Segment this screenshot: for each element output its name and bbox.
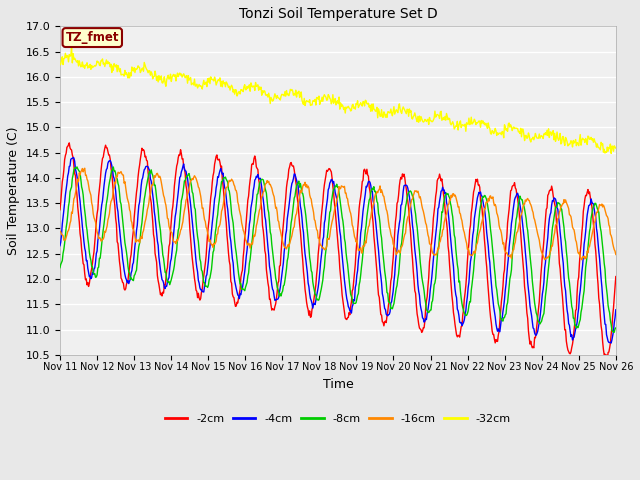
Y-axis label: Soil Temperature (C): Soil Temperature (C)	[7, 126, 20, 255]
Legend: -2cm, -4cm, -8cm, -16cm, -32cm: -2cm, -4cm, -8cm, -16cm, -32cm	[161, 409, 515, 429]
Text: TZ_fmet: TZ_fmet	[65, 31, 119, 44]
X-axis label: Time: Time	[323, 378, 353, 391]
Title: Tonzi Soil Temperature Set D: Tonzi Soil Temperature Set D	[239, 7, 437, 21]
